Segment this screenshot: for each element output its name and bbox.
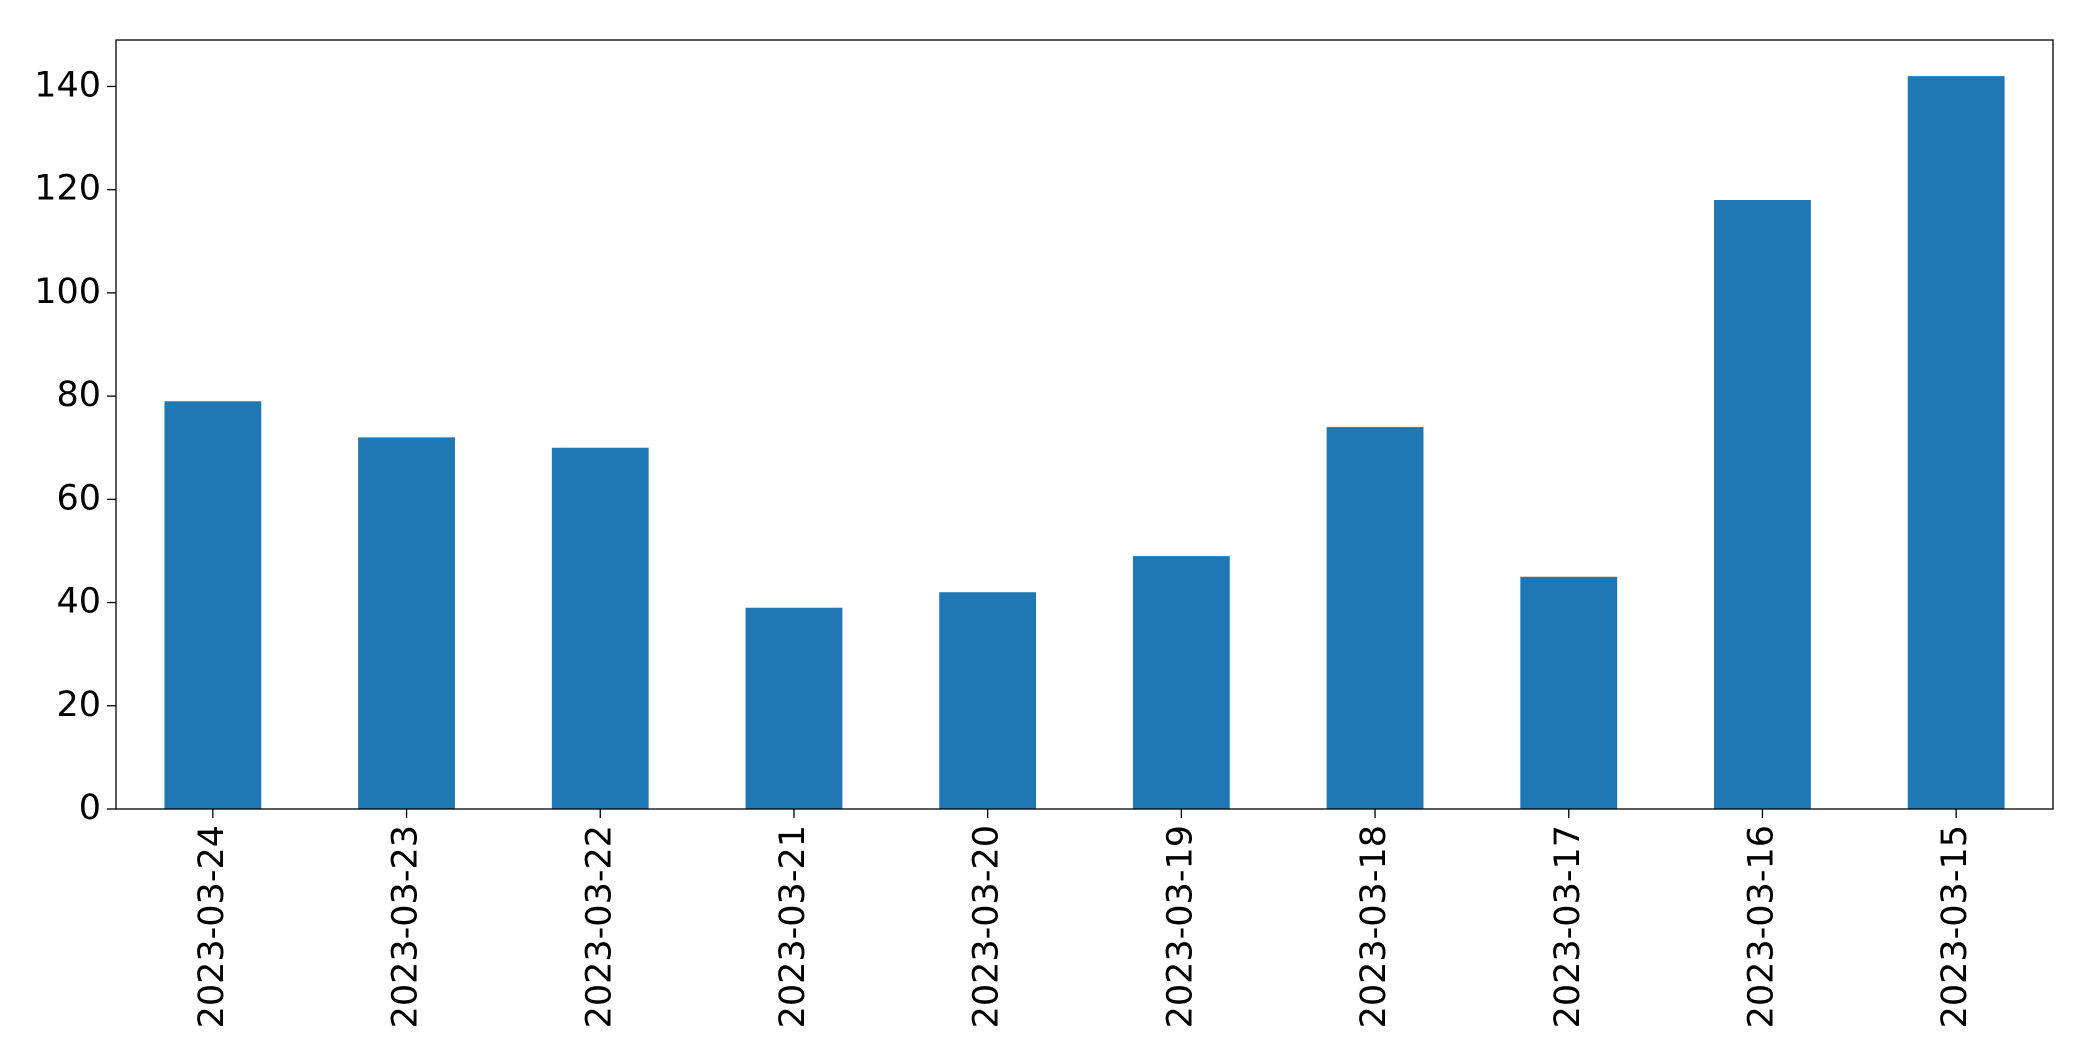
x-tick-label: 2023-03-18 — [1354, 825, 1394, 1028]
y-tick-label: 60 — [56, 478, 101, 518]
y-tick-label: 120 — [34, 169, 101, 209]
y-tick-label: 20 — [56, 685, 101, 725]
bar — [164, 401, 262, 809]
y-tick-label: 0 — [79, 788, 101, 828]
bar — [1714, 199, 1811, 809]
axes-frame — [115, 39, 2054, 810]
x-tick-label: 2023-03-24 — [192, 825, 232, 1028]
y-tick-label: 140 — [34, 65, 101, 105]
bar — [551, 447, 649, 809]
plot-area — [164, 76, 2005, 810]
x-tick-label: 2023-03-21 — [773, 825, 813, 1028]
y-tick-label: 100 — [34, 272, 101, 312]
bar — [1326, 427, 1424, 809]
bar — [358, 437, 455, 809]
bar — [1907, 76, 2005, 810]
x-tick-label: 2023-03-23 — [386, 825, 426, 1028]
x-tick-label: 2023-03-19 — [1160, 825, 1200, 1028]
bar — [939, 592, 1037, 809]
x-tick-label: 2023-03-15 — [1935, 825, 1975, 1028]
x-tick-label: 2023-03-20 — [967, 825, 1007, 1028]
x-tick-label: 2023-03-17 — [1548, 825, 1588, 1028]
x-tick-label: 2023-03-22 — [579, 825, 619, 1028]
x-tick-label: 2023-03-16 — [1741, 825, 1781, 1028]
y-tick-label: 40 — [56, 582, 101, 622]
bar — [1520, 576, 1618, 809]
bar — [1132, 556, 1230, 809]
bar — [745, 607, 843, 809]
y-tick-label: 80 — [56, 375, 101, 415]
